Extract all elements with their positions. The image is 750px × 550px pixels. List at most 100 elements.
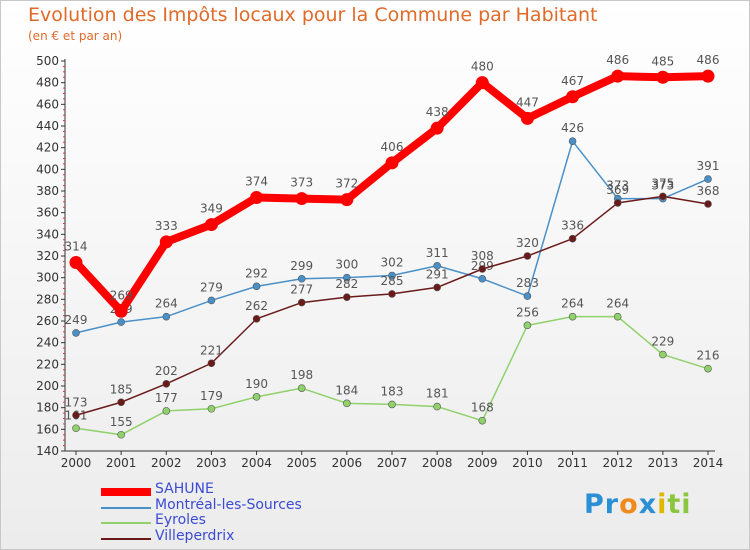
data-label: 391 bbox=[697, 159, 720, 173]
data-point bbox=[297, 298, 306, 307]
data-label: 168 bbox=[471, 401, 494, 415]
data-label: 373 bbox=[606, 179, 629, 193]
data-point bbox=[704, 200, 712, 208]
logo-letter: x bbox=[638, 489, 658, 520]
data-point bbox=[72, 329, 80, 337]
data-label: 406 bbox=[381, 140, 404, 154]
data-point bbox=[207, 359, 216, 368]
legend-swatch bbox=[101, 522, 151, 524]
y-tick-label: 420 bbox=[36, 141, 59, 155]
legend-label: Eyroles bbox=[155, 512, 206, 528]
data-label: 184 bbox=[335, 383, 358, 397]
data-label: 283 bbox=[516, 276, 539, 290]
data-label: 173 bbox=[65, 395, 88, 409]
data-label: 292 bbox=[245, 266, 268, 280]
y-tick-label: 200 bbox=[36, 379, 59, 393]
y-tick-label: 260 bbox=[36, 314, 59, 328]
data-point bbox=[72, 411, 80, 420]
data-label: 485 bbox=[651, 54, 674, 68]
data-point bbox=[433, 402, 441, 411]
logo-letter: t bbox=[667, 489, 682, 520]
data-label: 299 bbox=[290, 259, 313, 273]
data-label: 185 bbox=[110, 382, 133, 396]
x-tick-label: 2007 bbox=[377, 456, 408, 470]
x-tick-label: 2010 bbox=[512, 456, 543, 470]
x-tick-label: 2013 bbox=[648, 456, 679, 470]
data-point bbox=[162, 407, 171, 415]
logo-letter: P bbox=[584, 489, 605, 520]
data-point bbox=[162, 380, 171, 388]
data-label: 198 bbox=[290, 368, 313, 382]
data-label: 269 bbox=[110, 288, 133, 302]
data-label: 302 bbox=[381, 256, 404, 270]
data-point bbox=[162, 312, 171, 321]
data-point bbox=[568, 312, 577, 321]
y-tick-label: 360 bbox=[36, 206, 59, 220]
data-label: 314 bbox=[65, 240, 88, 254]
data-point bbox=[388, 290, 396, 298]
data-point bbox=[704, 175, 712, 183]
data-label: 264 bbox=[155, 297, 178, 311]
data-point bbox=[475, 76, 489, 90]
data-point bbox=[613, 199, 622, 207]
data-label: 308 bbox=[471, 249, 494, 263]
data-label: 375 bbox=[651, 176, 674, 190]
data-label: 202 bbox=[155, 364, 178, 378]
data-label: 155 bbox=[110, 415, 133, 429]
x-tick-label: 2011 bbox=[557, 456, 588, 470]
logo-letter: i bbox=[657, 489, 668, 520]
data-point bbox=[520, 111, 534, 125]
data-label: 285 bbox=[381, 274, 404, 288]
logo-letter: r bbox=[604, 489, 620, 520]
data-label: 311 bbox=[426, 246, 449, 260]
data-point bbox=[478, 274, 487, 283]
legend-label: Montréal-les-Sources bbox=[155, 496, 302, 513]
x-tick-label: 2001 bbox=[106, 456, 137, 470]
data-label: 368 bbox=[697, 184, 720, 198]
x-tick-label: 2003 bbox=[196, 456, 227, 470]
proxiti-logo: Proxiti bbox=[584, 489, 692, 520]
data-label: 216 bbox=[697, 349, 720, 363]
data-label: 262 bbox=[245, 299, 268, 313]
x-tick-label: 2009 bbox=[467, 456, 498, 470]
data-label: 264 bbox=[561, 297, 584, 311]
data-point bbox=[566, 90, 580, 104]
x-tick-label: 2012 bbox=[602, 456, 633, 470]
data-point bbox=[385, 156, 399, 170]
data-point bbox=[252, 393, 261, 401]
data-point bbox=[478, 416, 487, 425]
data-point bbox=[388, 271, 396, 280]
y-tick-label: 500 bbox=[36, 54, 59, 68]
y-tick-label: 320 bbox=[36, 249, 59, 263]
data-point bbox=[114, 304, 128, 318]
data-point bbox=[207, 404, 216, 413]
data-point bbox=[433, 283, 441, 292]
data-label: 486 bbox=[697, 53, 720, 67]
data-label: 373 bbox=[290, 176, 313, 190]
y-tick-label: 380 bbox=[36, 184, 59, 198]
data-label: 277 bbox=[290, 283, 313, 297]
data-point bbox=[523, 292, 532, 300]
legend-label: Villeperdrix bbox=[155, 527, 235, 544]
data-point bbox=[656, 70, 670, 84]
data-point bbox=[117, 430, 125, 439]
y-tick-label: 220 bbox=[36, 357, 59, 371]
data-label: 177 bbox=[155, 391, 178, 405]
logo-letter: o bbox=[619, 489, 639, 520]
x-tick-label: 2004 bbox=[241, 456, 272, 470]
data-label: 264 bbox=[606, 297, 629, 311]
data-point bbox=[117, 318, 125, 326]
data-point bbox=[343, 293, 351, 301]
data-point bbox=[704, 364, 712, 373]
data-point bbox=[659, 350, 667, 359]
data-label: 480 bbox=[471, 60, 494, 74]
x-tick-label: 2014 bbox=[693, 456, 724, 470]
data-point bbox=[340, 193, 354, 207]
data-point bbox=[252, 315, 261, 323]
data-point bbox=[252, 282, 261, 291]
y-tick-label: 280 bbox=[36, 292, 59, 306]
y-tick-label: 400 bbox=[36, 162, 59, 176]
data-point bbox=[430, 121, 444, 135]
